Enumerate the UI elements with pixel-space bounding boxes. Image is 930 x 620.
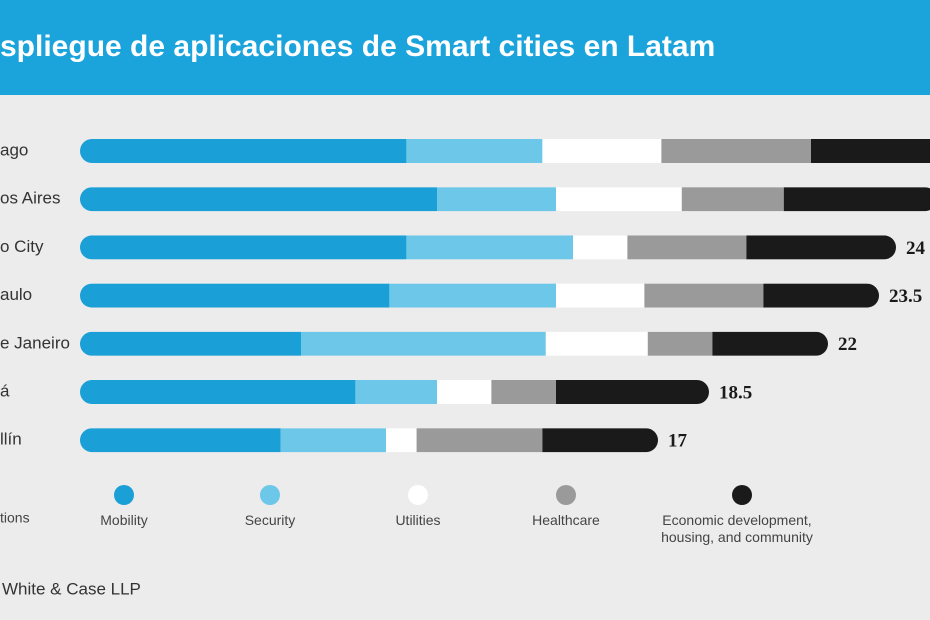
bar-segment xyxy=(80,187,437,212)
bar-segment xyxy=(627,235,747,260)
bar-segment xyxy=(545,331,648,356)
bar-segment xyxy=(386,428,417,453)
total-label: 24 xyxy=(906,238,926,259)
bar-segment xyxy=(389,283,556,308)
total-label: 17 xyxy=(668,431,688,452)
total-label: 22 xyxy=(838,334,857,355)
category-label: á xyxy=(0,381,10,400)
bar-segment xyxy=(437,187,556,212)
header-band xyxy=(0,0,930,95)
bar-segment xyxy=(491,380,556,404)
category-label: ago xyxy=(0,140,28,159)
legend-label: Healthcare xyxy=(532,512,600,528)
bar-segment xyxy=(573,235,628,260)
category-label: o City xyxy=(0,237,44,256)
bar-segment xyxy=(80,235,407,260)
bar-segment xyxy=(647,331,713,356)
bar-segment xyxy=(80,331,301,356)
bar-segment xyxy=(661,139,811,163)
total-label: 18.5 xyxy=(719,382,752,403)
bar-segment xyxy=(556,187,682,212)
legend-label: Mobility xyxy=(100,512,148,528)
bar-segment xyxy=(556,380,709,404)
bar-segment xyxy=(301,331,546,356)
bar-segment xyxy=(644,283,764,308)
legend-label: Utilities xyxy=(395,512,441,528)
category-label: os Aires xyxy=(0,189,60,208)
legend-swatch xyxy=(408,485,428,505)
legend-swatch xyxy=(732,485,752,505)
chart-title: spliegue de aplicaciones de Smart cities… xyxy=(0,30,715,63)
bar-segment xyxy=(437,380,492,404)
bar-segment xyxy=(416,428,543,453)
bar-segment xyxy=(811,139,930,163)
bar-segment xyxy=(542,428,658,453)
category-label: e Janeiro xyxy=(0,333,70,352)
legend-label: Security xyxy=(244,512,296,528)
bar-segment xyxy=(406,139,543,163)
legend-label: Economic development, housing, and commu… xyxy=(661,512,813,545)
source: White & Case LLP xyxy=(2,579,141,598)
category-label: aulo xyxy=(0,285,32,304)
bar-segment xyxy=(681,187,784,212)
category-label: llín xyxy=(0,430,22,449)
bar-segment xyxy=(280,428,386,453)
bar-segment xyxy=(783,187,930,212)
bar-segment xyxy=(763,283,879,308)
legend-swatch xyxy=(260,485,280,505)
bar-segment xyxy=(80,283,390,308)
bar-segment xyxy=(406,235,573,260)
bar-segment xyxy=(80,428,281,453)
bar-segment xyxy=(712,331,828,356)
bar-segment xyxy=(355,380,437,404)
bar-segment xyxy=(556,283,645,308)
legend-swatch xyxy=(556,485,576,505)
bar-segment xyxy=(80,139,407,163)
bar-segment xyxy=(746,235,896,260)
bar-segment xyxy=(542,139,662,163)
legend-swatch xyxy=(114,485,134,505)
total-label: 23.5 xyxy=(889,286,922,307)
legend-title: tions xyxy=(0,510,30,526)
bar-segment xyxy=(80,380,356,404)
